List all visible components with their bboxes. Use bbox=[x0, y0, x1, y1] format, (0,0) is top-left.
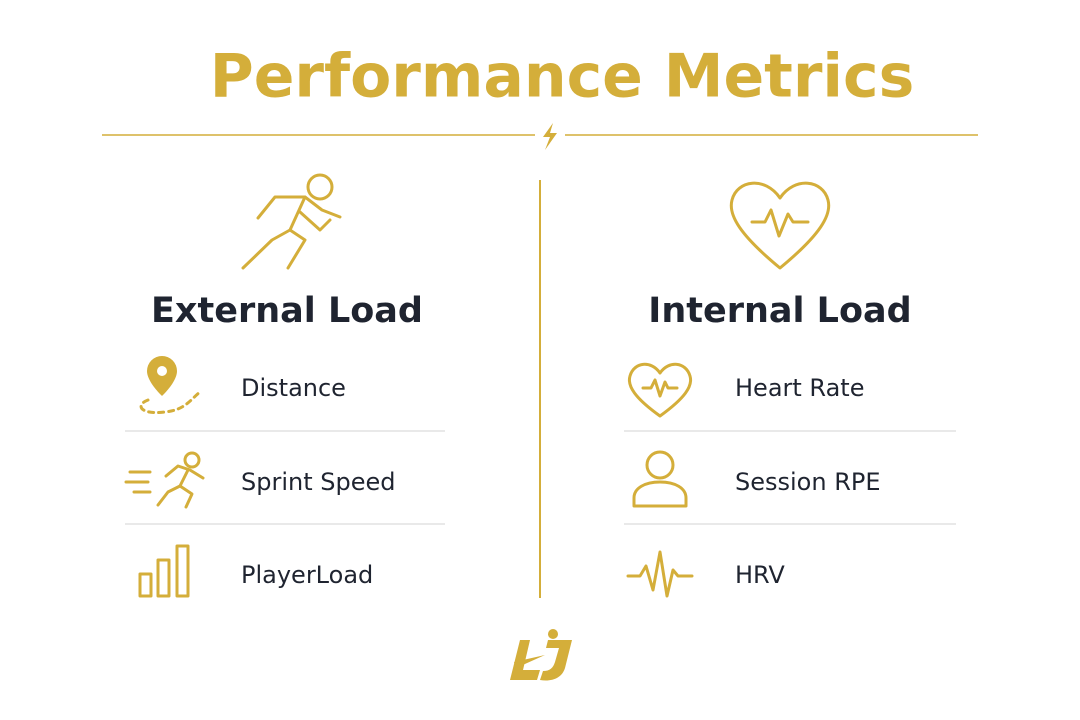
title-divider bbox=[102, 123, 978, 150]
heart-rate-icon bbox=[627, 362, 693, 418]
metric-label: Heart Rate bbox=[735, 374, 864, 402]
metric-label: Distance bbox=[241, 374, 346, 402]
sprint-icon bbox=[124, 451, 205, 509]
title: Performance Metrics bbox=[210, 42, 915, 112]
distance-icon bbox=[139, 356, 202, 415]
column-heading: External Load bbox=[151, 291, 423, 331]
runner-icon bbox=[241, 173, 342, 270]
bars-icon bbox=[138, 544, 190, 598]
pulse-icon bbox=[626, 550, 694, 598]
metric-label: PlayerLoad bbox=[241, 561, 373, 589]
metric-label: Sprint Speed bbox=[241, 468, 396, 496]
person-icon bbox=[632, 450, 688, 508]
logo bbox=[510, 629, 572, 681]
heart-icon bbox=[729, 181, 831, 270]
column-heading: Internal Load bbox=[648, 291, 911, 331]
metric-label: HRV bbox=[735, 561, 785, 589]
metric-label: Session RPE bbox=[735, 468, 881, 496]
